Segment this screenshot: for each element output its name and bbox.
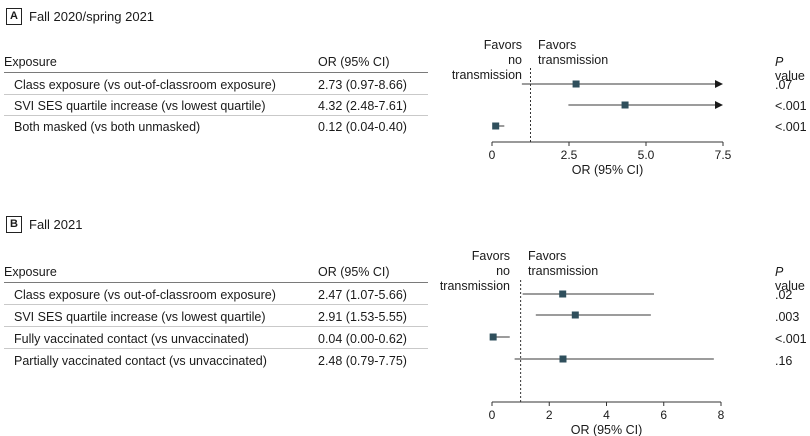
panel-b-favors-left-line1: Favors (471, 249, 510, 263)
x-tick-label: 5.0 (638, 148, 655, 162)
panel-a-row-separator (4, 94, 428, 95)
panel-b: B Fall 2021 Favors no transmission Favor… (0, 208, 810, 436)
panel-b-p-header-rest: value (775, 279, 805, 293)
x-tick-label: 0 (489, 148, 496, 162)
panel-b-favors-right-line2: transmission (528, 264, 599, 278)
point-estimate (489, 333, 497, 341)
x-tick-label: 0 (489, 408, 496, 422)
table-row: SVI SES quartile increase (vs lowest qua… (0, 96, 810, 116)
exposure-label: SVI SES quartile increase (vs lowest qua… (14, 99, 266, 113)
point-estimate (621, 101, 629, 109)
panel-b-or-header: OR (95% CI) (318, 265, 390, 279)
table-row: Fully vaccinated contact (vs unvaccinate… (0, 329, 810, 349)
exposure-label: SVI SES quartile increase (vs lowest qua… (14, 310, 266, 324)
panel-a-header: A Fall 2020/spring 2021 (6, 8, 154, 25)
panel-a-favors-left: Favors no transmission (436, 38, 522, 83)
forest-plot-b: 0 2 4 6 8 OR (95% CI) (489, 280, 725, 436)
panel-a-favors-right: Favors transmission (538, 38, 608, 68)
p-value: <.001 (775, 99, 807, 113)
x-tick-label: 8 (718, 408, 725, 422)
panel-b-title: Fall 2021 (29, 217, 83, 232)
panel-a: A Fall 2020/spring 2021 Favors no transm… (0, 0, 810, 200)
panel-b-p-header-italic: P (775, 265, 784, 279)
x-tick-label: 6 (660, 408, 667, 422)
panel-a-favors-right-line1: Favors (538, 38, 577, 52)
panel-a-p-header-italic: P (775, 55, 784, 69)
forest-plot-a: 0 2.5 5.0 7.5 OR (95% CI) (489, 68, 732, 177)
panel-a-p-header-rest: value (775, 69, 805, 83)
ci-arrow (715, 80, 723, 88)
panel-a-or-header: OR (95% CI) (318, 55, 390, 69)
exposure-label: Class exposure (vs out-of-classroom expo… (14, 78, 276, 92)
exposure-label: Both masked (vs both unmasked) (14, 120, 201, 134)
panel-a-header-rule (4, 72, 428, 73)
panel-b-header-rule (4, 282, 428, 283)
panel-b-row-separator (4, 326, 428, 327)
p-value: .07 (775, 78, 793, 92)
panel-a-exposure-header: Exposure (4, 55, 57, 69)
exposure-label: Partially vaccinated contact (vs unvacci… (14, 354, 267, 368)
table-row: Class exposure (vs out-of-classroom expo… (0, 75, 810, 95)
x-axis-label: OR (95% CI) (571, 423, 643, 436)
panel-a-title: Fall 2020/spring 2021 (29, 9, 155, 24)
panel-a-row-separator (4, 115, 428, 116)
table-row: SVI SES quartile increase (vs lowest qua… (0, 307, 810, 327)
ci-arrow (715, 101, 723, 109)
x-tick-label: 7.5 (715, 148, 732, 162)
point-estimate (571, 311, 579, 319)
or-value: 4.32 (2.48-7.61) (318, 99, 407, 113)
panel-b-header: B Fall 2021 (6, 216, 82, 233)
panel-b-favors-right-line1: Favors (528, 249, 567, 263)
panel-b-row-separator (4, 348, 428, 349)
or-value: 0.12 (0.04-0.40) (318, 120, 407, 134)
p-value: .16 (775, 354, 793, 368)
point-estimate (559, 290, 567, 298)
exposure-label: Fully vaccinated contact (vs unvaccinate… (14, 332, 249, 346)
x-tick-label: 2 (546, 408, 553, 422)
panel-b-row-separator (4, 304, 428, 305)
table-row: Partially vaccinated contact (vs unvacci… (0, 351, 810, 371)
table-row: Both masked (vs both unmasked) 0.12 (0.0… (0, 117, 810, 137)
x-tick-label: 2.5 (561, 148, 578, 162)
panel-b-p-header: P value (775, 265, 810, 293)
or-value: 2.91 (1.53-5.55) (318, 310, 407, 324)
p-value: <.001 (775, 120, 807, 134)
exposure-label: Class exposure (vs out-of-classroom expo… (14, 288, 276, 302)
panel-a-favors-right-line2: transmission (538, 53, 609, 67)
panel-b-favors-right: Favors transmission (528, 249, 598, 279)
or-value: 2.48 (0.79-7.75) (318, 354, 407, 368)
panel-b-letter: B (6, 216, 22, 233)
or-value: 2.73 (0.97-8.66) (318, 78, 407, 92)
point-estimate (559, 355, 567, 363)
panel-b-favors-left: Favors no transmission (424, 249, 510, 294)
p-value: .003 (775, 310, 800, 324)
or-value: 2.47 (1.07-5.66) (318, 288, 407, 302)
p-value: <.001 (775, 332, 807, 346)
panel-a-p-header: P value (775, 55, 810, 83)
p-value: .02 (775, 288, 793, 302)
table-row: Class exposure (vs out-of-classroom expo… (0, 285, 810, 305)
x-axis-label: OR (95% CI) (572, 163, 644, 177)
panel-a-favors-left-line2: no transmission (451, 53, 522, 82)
panel-a-favors-left-line1: Favors (483, 38, 522, 52)
point-estimate (492, 122, 500, 130)
panel-b-favors-left-line2: no transmission (439, 264, 510, 293)
or-value: 0.04 (0.00-0.62) (318, 332, 407, 346)
point-estimate (572, 80, 580, 88)
panel-a-letter: A (6, 8, 22, 25)
panel-b-exposure-header: Exposure (4, 265, 57, 279)
x-tick-label: 4 (603, 408, 610, 422)
